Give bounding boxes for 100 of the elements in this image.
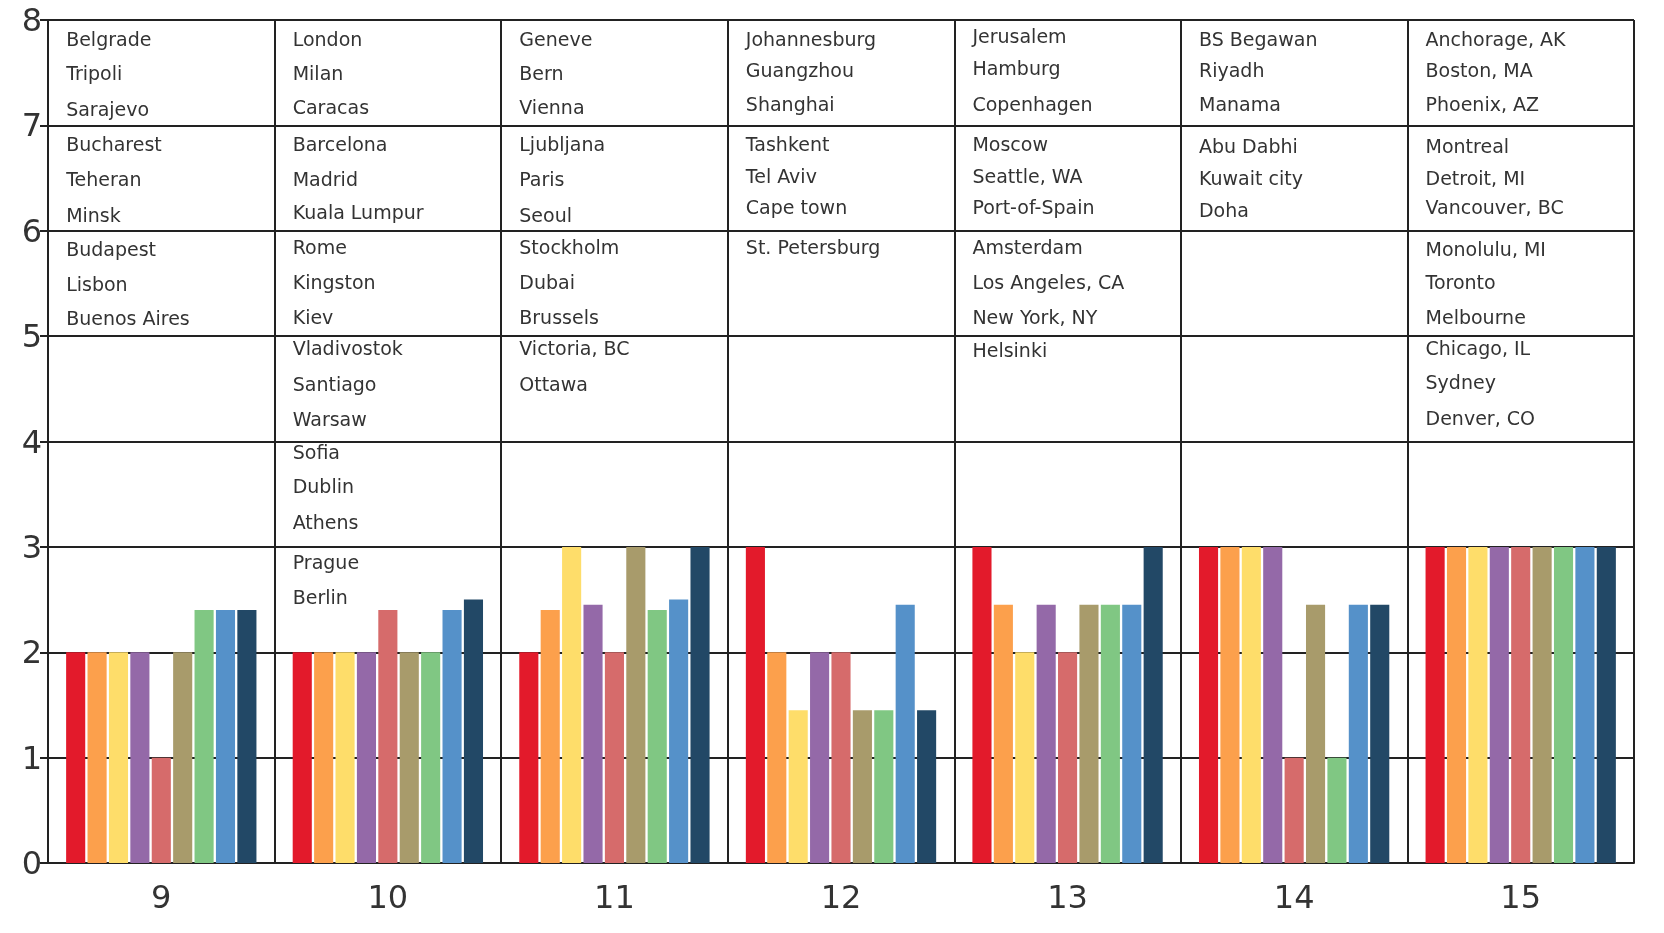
x-tick-label: 9 xyxy=(151,878,172,916)
annotation: Denver, CO xyxy=(1425,406,1535,429)
bar xyxy=(1079,604,1099,863)
annotation: London xyxy=(292,27,363,50)
annotation: Prague xyxy=(292,551,360,574)
annotation: Copenhagen xyxy=(972,92,1093,115)
annotation: Kuala Lumpur xyxy=(292,201,424,224)
y-tick-label: 3 xyxy=(21,527,42,566)
annotation: Sofia xyxy=(292,440,340,463)
annotation: Budapest xyxy=(66,238,157,261)
x-tick-label: 15 xyxy=(1500,878,1542,916)
bar xyxy=(1305,604,1326,863)
annotation: Shanghai xyxy=(745,92,835,115)
annotation: Santiago xyxy=(292,373,377,396)
annotation: Bern xyxy=(519,62,564,85)
annotation: Melbourne xyxy=(1425,305,1526,328)
bar xyxy=(1553,546,1574,863)
bar xyxy=(852,710,872,863)
bar xyxy=(1575,546,1595,863)
annotation: Dublin xyxy=(292,475,355,498)
annotation: Montreal xyxy=(1425,135,1510,158)
annotation: Sydney xyxy=(1425,371,1496,394)
annotation: Caracas xyxy=(292,96,370,119)
annotation: Monolulu, MI xyxy=(1425,238,1546,261)
annotation: Tripoli xyxy=(65,62,123,85)
bar xyxy=(1468,546,1488,863)
annotation: Minsk xyxy=(66,203,121,226)
annotation: Geneve xyxy=(519,27,593,50)
annotation: Athens xyxy=(292,511,359,534)
annotation: Warsaw xyxy=(292,407,367,430)
annotation: Seattle, WA xyxy=(972,164,1083,187)
bar xyxy=(647,610,667,863)
bar xyxy=(874,710,894,863)
bar xyxy=(87,652,107,863)
bar xyxy=(895,604,915,863)
bar xyxy=(1425,546,1445,863)
annotation: Brussels xyxy=(519,305,599,328)
annotation: Stockholm xyxy=(519,236,620,259)
annotation: Moscow xyxy=(972,132,1048,155)
annotation: Manama xyxy=(1198,92,1281,115)
annotation: Milan xyxy=(292,62,344,85)
bar xyxy=(1489,546,1509,863)
annotation: Buenos Aires xyxy=(66,306,190,329)
x-tick-label: 10 xyxy=(367,878,409,916)
annotation: Teheran xyxy=(65,167,142,190)
annotation: Ljubljana xyxy=(519,132,606,155)
annotation: Vladivostok xyxy=(292,337,403,360)
bar xyxy=(972,546,992,863)
bar xyxy=(237,610,257,863)
annotation: Sarajevo xyxy=(66,98,150,121)
bar xyxy=(583,604,603,863)
bar xyxy=(421,652,441,863)
bar xyxy=(314,652,334,863)
annotation: Tel Aviv xyxy=(744,164,817,187)
bar xyxy=(1327,757,1347,863)
bar xyxy=(463,599,484,863)
annotation: Johannesburg xyxy=(744,27,877,50)
bar xyxy=(356,652,377,863)
bar xyxy=(767,652,787,863)
annotation: Belgrade xyxy=(66,27,152,50)
x-tick-label: 12 xyxy=(820,878,862,916)
annotation: Bucharest xyxy=(66,132,162,155)
bar xyxy=(1100,604,1120,863)
bar xyxy=(993,604,1013,863)
bar xyxy=(831,652,851,863)
bar xyxy=(335,652,355,863)
bar xyxy=(917,710,937,863)
bar xyxy=(194,610,214,863)
bar xyxy=(130,652,150,863)
y-tick-label: 6 xyxy=(21,211,42,250)
bar xyxy=(1532,546,1552,863)
bar xyxy=(669,599,689,863)
bar xyxy=(1198,546,1219,863)
bar xyxy=(1122,604,1142,863)
annotation: Phoenix, AZ xyxy=(1425,92,1540,115)
bar xyxy=(1348,604,1368,863)
bar xyxy=(66,652,86,863)
bar xyxy=(292,652,312,863)
x-tick-label: 14 xyxy=(1273,878,1315,916)
bar xyxy=(540,610,560,863)
bar xyxy=(399,652,419,863)
bar xyxy=(1058,652,1078,863)
bar xyxy=(173,652,193,863)
x-tick-label: 11 xyxy=(594,878,635,916)
annotation: Amsterdam xyxy=(972,236,1083,259)
bar xyxy=(1511,546,1531,863)
annotation: Hamburg xyxy=(972,57,1061,80)
annotation: Vancouver, BC xyxy=(1425,196,1564,219)
bar xyxy=(151,757,171,863)
annotation: Detroit, MI xyxy=(1425,166,1526,189)
bar xyxy=(562,546,582,863)
annotation: Tashkent xyxy=(744,132,830,155)
y-tick-label: 1 xyxy=(21,738,42,777)
bar xyxy=(215,610,236,863)
annotation: Guangzhou xyxy=(745,59,855,82)
y-tick-label: 0 xyxy=(21,844,42,882)
y-tick-label: 8 xyxy=(21,1,42,39)
annotation: Abu Dabhi xyxy=(1198,135,1298,158)
annotation: Cape town xyxy=(745,196,848,219)
annotation: New York, NY xyxy=(972,305,1098,328)
